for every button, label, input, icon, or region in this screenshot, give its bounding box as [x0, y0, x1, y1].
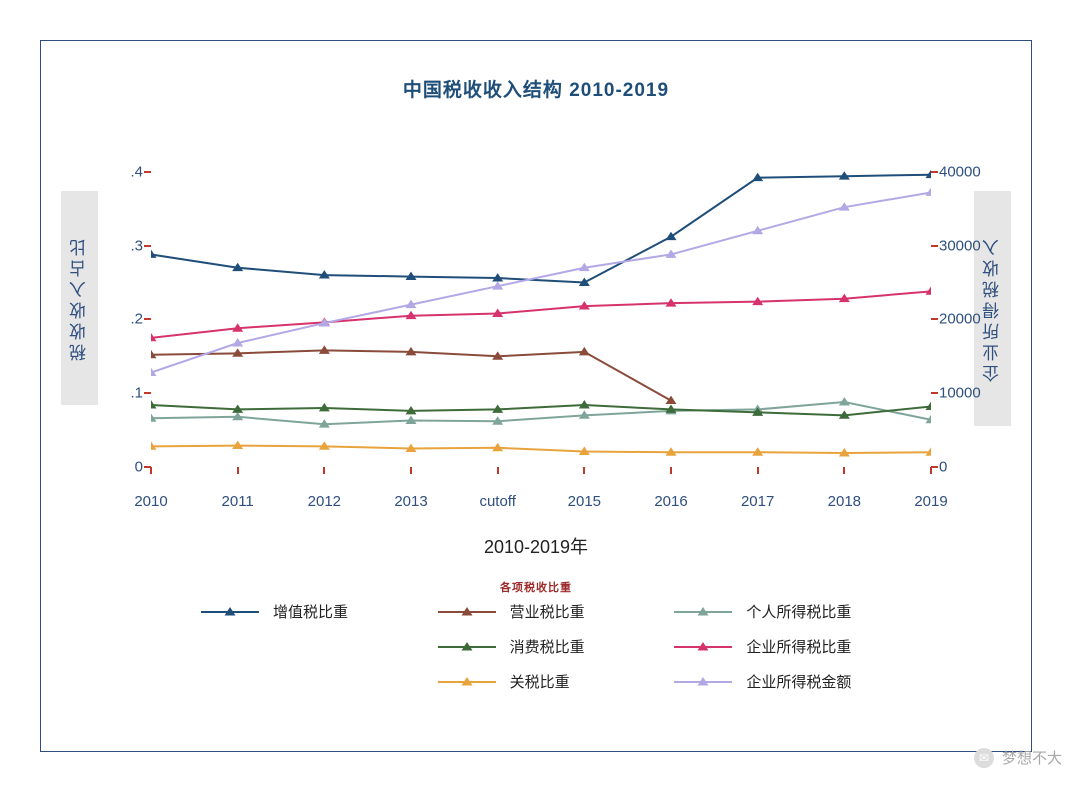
x-tick-label: 2012 — [308, 467, 341, 510]
chart-frame: 中国税收收入结构 2010-2019 税收收入占比 企业所得税收入 0.1.2.… — [40, 40, 1032, 752]
y-left-tick-label: .1 — [130, 385, 151, 402]
chart-svg — [151, 157, 931, 467]
series-cit_amt — [151, 192, 931, 372]
x-tick-label: cutoff — [479, 467, 515, 510]
y-right-tick-label: 10000 — [931, 385, 981, 402]
series-vat — [151, 175, 931, 283]
legend-item-cit_amt: 企业所得税金额 — [674, 671, 901, 692]
legend-empty — [201, 671, 428, 692]
legend-title: 各项税收比重 — [41, 579, 1031, 595]
legend-swatch — [438, 675, 496, 689]
chart-title: 中国税收收入结构 2010-2019 — [41, 75, 1031, 102]
legend-item-iit: 个人所得税比重 — [674, 601, 901, 622]
legend-swatch — [438, 640, 496, 654]
y-right-tick-label: 20000 — [931, 311, 981, 328]
watermark-text: 梦想不大 — [1002, 747, 1062, 768]
series-cit — [151, 291, 931, 338]
x-tick-label: 2015 — [568, 467, 601, 510]
x-axis-label: 2010-2019年 — [41, 533, 1031, 559]
legend-empty — [201, 636, 428, 657]
legend-label: 关税比重 — [510, 671, 570, 692]
x-tick-label: 2013 — [394, 467, 427, 510]
x-tick-label: 2010 — [134, 467, 167, 510]
y-left-tick-label: .3 — [130, 237, 151, 254]
series-iit — [151, 402, 931, 424]
legend-item-cit: 企业所得税比重 — [674, 636, 901, 657]
x-tick-label: 2016 — [654, 467, 687, 510]
legend-label: 营业税比重 — [510, 601, 585, 622]
legend-swatch — [201, 605, 259, 619]
y-left-axis-title: 税收收入占比 — [61, 191, 98, 405]
watermark: ✉ 梦想不大 — [974, 747, 1062, 768]
x-tick-label: 2017 — [741, 467, 774, 510]
legend-label: 增值税比重 — [273, 601, 348, 622]
legend-item-cons: 消费税比重 — [438, 636, 665, 657]
legend-label: 企业所得税金额 — [746, 671, 851, 692]
legend-swatch — [674, 675, 732, 689]
legend-swatch — [438, 605, 496, 619]
wechat-icon: ✉ — [974, 748, 994, 768]
y-right-tick-label: 40000 — [931, 163, 981, 180]
legend-item-vat: 增值税比重 — [201, 601, 428, 622]
x-tick-label: 2018 — [828, 467, 861, 510]
y-left-tick-label: .4 — [130, 163, 151, 180]
legend-label: 消费税比重 — [510, 636, 585, 657]
series-biz — [151, 350, 671, 400]
legend-item-tariff: 关税比重 — [438, 671, 665, 692]
plot-area: 0.1.2.3.40100002000030000400002010201120… — [151, 157, 931, 467]
legend: 增值税比重 营业税比重 个人所得税比重消费税比重 企业所得税比重关税比重 企业所得税金额 — [201, 601, 901, 692]
series-tariff — [151, 446, 931, 453]
y-left-tick-label: .2 — [130, 311, 151, 328]
x-tick-label: 2019 — [914, 467, 947, 510]
legend-item-biz: 营业税比重 — [438, 601, 665, 622]
legend-label: 企业所得税比重 — [746, 636, 851, 657]
x-tick-label: 2011 — [222, 467, 254, 510]
legend-swatch — [674, 640, 732, 654]
y-right-tick-label: 30000 — [931, 237, 981, 254]
series-cons — [151, 405, 931, 415]
legend-label: 个人所得税比重 — [746, 601, 851, 622]
legend-swatch — [674, 605, 732, 619]
